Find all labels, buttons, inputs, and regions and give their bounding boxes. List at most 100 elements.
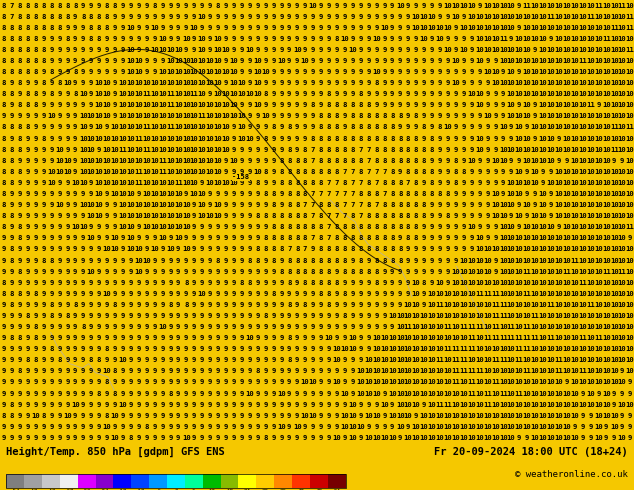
Text: 10: 10 [451, 14, 460, 20]
Text: 9: 9 [263, 324, 268, 330]
Text: 10: 10 [610, 47, 619, 53]
Text: 9: 9 [398, 302, 403, 308]
Text: 10: 10 [79, 169, 87, 175]
Text: 9: 9 [351, 2, 355, 8]
Text: 9: 9 [437, 2, 442, 8]
Text: 8: 8 [34, 36, 38, 42]
Text: 10: 10 [94, 102, 103, 108]
Text: 9: 9 [216, 291, 220, 297]
Text: 9: 9 [390, 14, 394, 20]
Text: 10: 10 [126, 47, 135, 53]
Text: 9: 9 [120, 47, 125, 53]
Text: 9: 9 [231, 324, 236, 330]
Text: 9: 9 [319, 391, 323, 396]
Text: 10: 10 [451, 424, 460, 430]
Text: 9: 9 [366, 80, 371, 86]
Text: 9: 9 [295, 435, 299, 441]
Text: 7: 7 [311, 202, 315, 208]
Text: 9: 9 [113, 346, 117, 352]
Text: 9: 9 [41, 435, 46, 441]
Text: 9: 9 [136, 346, 141, 352]
Text: 10: 10 [578, 346, 587, 352]
Text: 9: 9 [256, 124, 260, 130]
Text: 9: 9 [446, 246, 450, 252]
Text: 8: 8 [295, 169, 299, 175]
Text: 9: 9 [73, 269, 77, 274]
Text: 9: 9 [240, 335, 244, 341]
Text: 10: 10 [134, 113, 143, 120]
Text: 10: 10 [214, 91, 223, 97]
Text: 9: 9 [271, 102, 276, 108]
Text: 10: 10 [420, 14, 429, 20]
Text: 10: 10 [570, 136, 579, 142]
Text: 10: 10 [602, 102, 611, 108]
Text: 9: 9 [453, 191, 458, 197]
Text: 11: 11 [610, 124, 619, 130]
Text: 9: 9 [184, 357, 188, 363]
Text: 9: 9 [192, 313, 197, 319]
Text: 10: 10 [602, 291, 611, 297]
Text: 36: 36 [280, 489, 287, 490]
Text: 9: 9 [25, 391, 30, 396]
Text: 9: 9 [247, 180, 252, 186]
Text: 9: 9 [469, 169, 474, 175]
Text: 9: 9 [57, 379, 61, 386]
Text: 30: 30 [262, 489, 269, 490]
Text: 10: 10 [427, 379, 436, 386]
Text: 8: 8 [446, 213, 450, 219]
Text: 9: 9 [517, 435, 521, 441]
Text: 10: 10 [618, 91, 626, 97]
Text: 9: 9 [176, 14, 181, 20]
Text: 9: 9 [374, 102, 378, 108]
Text: 8: 8 [342, 291, 347, 297]
Text: 10: 10 [522, 379, 531, 386]
Text: 10: 10 [436, 280, 444, 286]
Text: 9: 9 [89, 58, 93, 64]
Text: 8: 8 [382, 224, 387, 230]
Text: 9: 9 [256, 235, 260, 242]
Text: 10: 10 [436, 324, 444, 330]
Text: 9: 9 [34, 258, 38, 264]
Text: -48: -48 [28, 489, 39, 490]
Text: 11: 11 [578, 280, 587, 286]
Text: 9: 9 [129, 291, 133, 297]
Text: 9: 9 [224, 402, 228, 408]
Text: 9: 9 [184, 235, 188, 242]
Text: 9: 9 [247, 235, 252, 242]
Text: 10: 10 [110, 169, 119, 175]
Text: 9: 9 [477, 69, 482, 75]
Text: 9: 9 [145, 24, 149, 31]
Text: 10: 10 [499, 158, 508, 164]
Text: 9: 9 [240, 357, 244, 363]
Text: 9: 9 [231, 124, 236, 130]
Text: 8: 8 [358, 258, 363, 264]
Text: 10: 10 [586, 47, 595, 53]
Text: 10: 10 [547, 246, 555, 252]
Text: 10: 10 [594, 424, 603, 430]
Text: 9: 9 [25, 424, 30, 430]
Text: 9: 9 [335, 413, 339, 419]
Text: 10: 10 [158, 113, 167, 120]
Text: 10: 10 [126, 202, 135, 208]
Text: 8: 8 [398, 158, 403, 164]
Text: 9: 9 [240, 14, 244, 20]
Text: 8: 8 [462, 169, 466, 175]
Text: 10: 10 [538, 435, 547, 441]
Text: 10: 10 [451, 324, 460, 330]
Text: 10: 10 [522, 80, 531, 86]
Text: 9: 9 [81, 280, 86, 286]
Text: 9: 9 [34, 269, 38, 274]
Text: 9: 9 [462, 80, 466, 86]
Text: 11: 11 [618, 269, 626, 274]
Text: 10: 10 [586, 346, 595, 352]
Text: 7: 7 [374, 180, 378, 186]
Text: 8: 8 [382, 202, 387, 208]
Text: 10: 10 [610, 258, 619, 264]
Text: 8: 8 [303, 224, 307, 230]
Text: 10: 10 [214, 113, 223, 120]
Text: 9: 9 [247, 69, 252, 75]
Text: 10: 10 [618, 379, 626, 386]
Text: 10: 10 [459, 258, 468, 264]
Text: 11: 11 [522, 269, 531, 274]
Text: 8: 8 [129, 435, 133, 441]
